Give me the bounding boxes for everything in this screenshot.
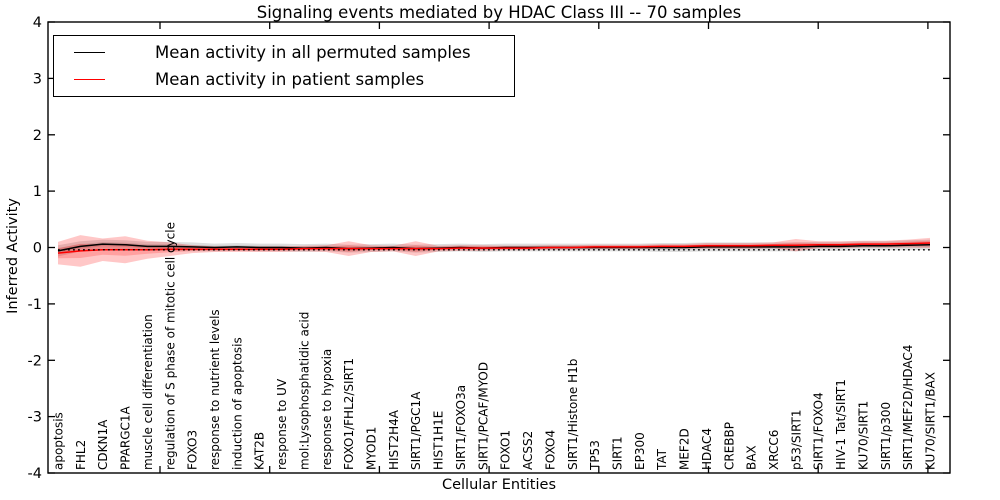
legend-line-permuted-icon xyxy=(74,52,105,54)
y-tick-label: 2 xyxy=(33,128,42,144)
x-category-label: HIV-1 Tat/SIRT1 xyxy=(834,379,848,470)
y-tick-label: -2 xyxy=(28,353,42,369)
legend-entry-permuted: Mean activity in all permuted samples xyxy=(54,43,514,62)
x-category-label: SIRT1/MEF2D/HDAC4 xyxy=(901,345,915,470)
legend-entry-patient: Mean activity in patient samples xyxy=(54,70,514,89)
legend-label-permuted: Mean activity in all permuted samples xyxy=(155,43,471,63)
x-category-label: TAT xyxy=(655,448,669,471)
x-axis-label: Cellular Entities xyxy=(441,477,557,493)
x-category-label: mol:Lysophosphatidic acid xyxy=(297,312,311,470)
chart-title: Signaling events mediated by HDAC Class … xyxy=(256,3,742,22)
patient-samples-spread-band xyxy=(58,235,930,267)
x-category-label: SIRT1/FOXO3a xyxy=(454,385,468,470)
x-category-label: FOXO1/FHL2/SIRT1 xyxy=(342,358,356,470)
x-category-label: CREBBP xyxy=(722,422,736,470)
x-category-label: FOXO1 xyxy=(499,430,513,470)
y-tick-label: 1 xyxy=(33,184,42,200)
x-category-label: HDAC4 xyxy=(700,428,714,470)
legend-label-patient: Mean activity in patient samples xyxy=(155,69,425,89)
x-category-label: KU70/SIRT1/BAX xyxy=(924,372,938,470)
x-category-label: HIST2H4A xyxy=(387,409,401,470)
x-category-label: muscle cell differentiation xyxy=(141,314,155,470)
x-category-label: SIRT1/PCAF/MYOD xyxy=(476,362,490,470)
x-category-label: response to hypoxia xyxy=(320,349,334,470)
x-category-label: PPARGC1A xyxy=(119,405,133,470)
x-category-label: response to UV xyxy=(275,378,289,470)
y-tick-label: 4 xyxy=(33,15,42,31)
x-category-label: SIRT1 xyxy=(611,436,625,470)
legend-line-patient-icon xyxy=(74,78,105,80)
x-category-label: KAT2B xyxy=(253,432,267,470)
x-category-label: CDKN1A xyxy=(96,419,110,470)
x-category-label: FHL2 xyxy=(74,440,88,470)
x-category-label: SIRT1/p300 xyxy=(879,402,893,470)
x-category-label: induction of apoptosis xyxy=(230,337,244,470)
x-category-label: FOXO3 xyxy=(186,430,200,470)
y-tick-label: 0 xyxy=(33,241,42,257)
x-category-label: SIRT1/Histone H1b xyxy=(566,359,580,470)
x-category-label: XRCC6 xyxy=(767,430,781,470)
x-category-label: KU70/SIRT1 xyxy=(856,401,870,470)
x-category-label: FOXO4 xyxy=(543,430,557,470)
x-category-label: SIRT1/PGC1A xyxy=(409,391,423,470)
x-category-label: p53/SIRT1 xyxy=(789,409,803,470)
x-category-label: SIRT1/FOXO4 xyxy=(812,392,826,470)
x-category-label: HIST1H1E xyxy=(432,411,446,470)
x-category-label: TP53 xyxy=(588,440,602,471)
y-tick-label: -3 xyxy=(28,410,42,426)
x-category-label: EP300 xyxy=(633,432,647,470)
x-category-label: apoptosis xyxy=(52,412,66,470)
legend: Mean activity in all permuted samples Me… xyxy=(53,35,515,97)
x-category-label: regulation of S phase of mitotic cell cy… xyxy=(163,222,177,470)
x-category-label: response to nutrient levels xyxy=(208,309,222,470)
y-tick-label: -1 xyxy=(28,297,42,313)
y-tick-label: -4 xyxy=(28,466,42,482)
x-category-label: BAX xyxy=(745,445,759,470)
x-category-label: ACSS2 xyxy=(521,431,535,470)
x-category-label: MEF2D xyxy=(678,428,692,470)
x-category-label: MYOD1 xyxy=(365,427,379,470)
y-tick-label: 3 xyxy=(33,71,42,87)
